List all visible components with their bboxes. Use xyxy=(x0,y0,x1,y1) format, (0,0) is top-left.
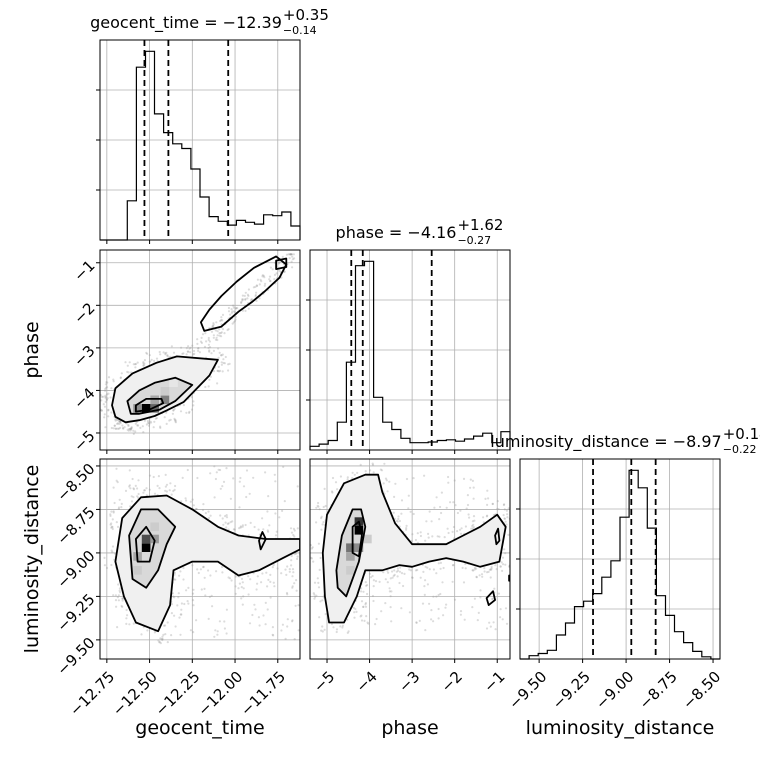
histogram-geocent_time xyxy=(100,50,301,241)
yaxis-label-luminosity_distance: luminosity_distance xyxy=(21,465,43,654)
density-cell xyxy=(133,395,142,405)
histogram-luminosity_distance xyxy=(520,469,720,660)
density-fill-outer xyxy=(322,474,506,623)
contour-level-2 xyxy=(135,525,156,563)
hist-panel-luminosity_distance xyxy=(516,458,721,663)
contour-level-0 xyxy=(111,355,219,424)
ytick-label-phase: −4 xyxy=(70,384,98,412)
contour-level-3 xyxy=(485,590,496,606)
xtick-label-phase: −1 xyxy=(480,668,508,696)
density-cell xyxy=(354,526,364,535)
density-cell xyxy=(354,543,364,552)
hist-panel-geocent_time xyxy=(96,39,301,244)
frame-phase-luminosity_distance xyxy=(309,458,511,660)
contour-level-4 xyxy=(275,257,288,270)
xaxis-label-geocent_time: geocent_time xyxy=(135,717,264,739)
contour-level-1 xyxy=(335,508,367,598)
density-cell xyxy=(346,552,355,561)
ytick-label-luminosity_distance: −9.00 xyxy=(53,547,98,592)
xtick-label-geocent_time: −12.75 xyxy=(66,668,118,720)
xtick-label-luminosity_distance: −8.75 xyxy=(636,668,681,713)
contour-level-1 xyxy=(128,508,177,589)
title-geocent_time: geocent_time = −12.39 xyxy=(90,13,282,33)
xtick-label-phase: −3 xyxy=(395,668,423,696)
density-cell xyxy=(346,566,355,575)
pair-panel-phase-luminosity_distance xyxy=(309,458,511,663)
xtick-label-luminosity_distance: −9.50 xyxy=(505,668,550,713)
ytick-label-phase: −3 xyxy=(70,342,98,370)
contour-level-1 xyxy=(126,376,194,415)
ytick-label-phase: −2 xyxy=(70,299,98,327)
xtick-label-phase: −4 xyxy=(353,668,381,696)
xtick-label-luminosity_distance: −8.50 xyxy=(679,668,724,713)
hist-panel-phase xyxy=(306,249,511,454)
title-phase: phase = −4.16 xyxy=(336,223,457,242)
title-sub-luminosity_distance: −0.22 xyxy=(723,443,757,456)
xtick-label-geocent_time: −12.50 xyxy=(109,668,161,720)
histogram-phase xyxy=(309,260,511,450)
ytick-label-phase: −1 xyxy=(70,257,98,285)
ytick-label-luminosity_distance: −8.75 xyxy=(53,503,98,548)
contour-level-2 xyxy=(135,398,165,413)
title-sup-luminosity_distance: +0.14 xyxy=(723,425,760,443)
ytick-label-luminosity_distance: −8.50 xyxy=(53,460,98,505)
ytick-label-luminosity_distance: −9.50 xyxy=(53,634,98,679)
density-cell xyxy=(133,566,142,575)
title-sup-geocent_time: +0.35 xyxy=(283,6,329,24)
density-cell xyxy=(346,543,355,552)
xtick-label-geocent_time: −11.75 xyxy=(237,668,289,720)
contour-level-3 xyxy=(258,531,267,551)
xaxis-label-luminosity_distance: luminosity_distance xyxy=(526,717,715,739)
density-cell xyxy=(363,534,372,544)
xtick-label-luminosity_distance: −9.25 xyxy=(549,668,594,713)
density-cell xyxy=(141,543,151,552)
pair-panel-geocent_time-phase xyxy=(96,249,301,454)
density-cell xyxy=(141,404,151,413)
frame-geocent_time-phase xyxy=(99,249,301,451)
contour-level-0 xyxy=(321,473,507,624)
density-cell xyxy=(160,395,170,405)
pair-panel-geocent_time-luminosity_distance xyxy=(96,458,301,663)
title-sup-phase: +1.62 xyxy=(457,216,503,234)
contour-level-0 xyxy=(114,494,300,633)
ytick-label-luminosity_distance: −9.25 xyxy=(53,590,98,635)
density-cell xyxy=(158,534,168,544)
xtick-label-geocent_time: −12.00 xyxy=(194,668,246,720)
xtick-label-luminosity_distance: −9.00 xyxy=(592,668,637,713)
density-cell xyxy=(141,534,151,544)
frame-geocent_time-luminosity_distance xyxy=(99,458,301,660)
yaxis-label-phase: phase xyxy=(21,321,43,378)
contour-level-4 xyxy=(508,574,510,582)
xaxis-label-phase: phase xyxy=(381,717,438,739)
density-cell xyxy=(150,522,159,532)
xtick-label-phase: −5 xyxy=(310,668,338,696)
density-cell xyxy=(150,404,159,413)
title-sub-geocent_time: −0.14 xyxy=(283,24,317,37)
title-luminosity_distance: luminosity_distance = −8.97 xyxy=(490,432,721,452)
xtick-label-phase: −2 xyxy=(438,668,466,696)
title-sub-phase: −0.27 xyxy=(457,234,491,247)
density-cell xyxy=(160,387,170,396)
contour-level-2 xyxy=(351,520,363,558)
xtick-label-geocent_time: −12.25 xyxy=(152,668,204,720)
density-cell xyxy=(133,404,142,413)
contour-level-5 xyxy=(494,527,501,546)
density-cell xyxy=(169,378,178,387)
ytick-label-phase: −5 xyxy=(70,427,98,455)
